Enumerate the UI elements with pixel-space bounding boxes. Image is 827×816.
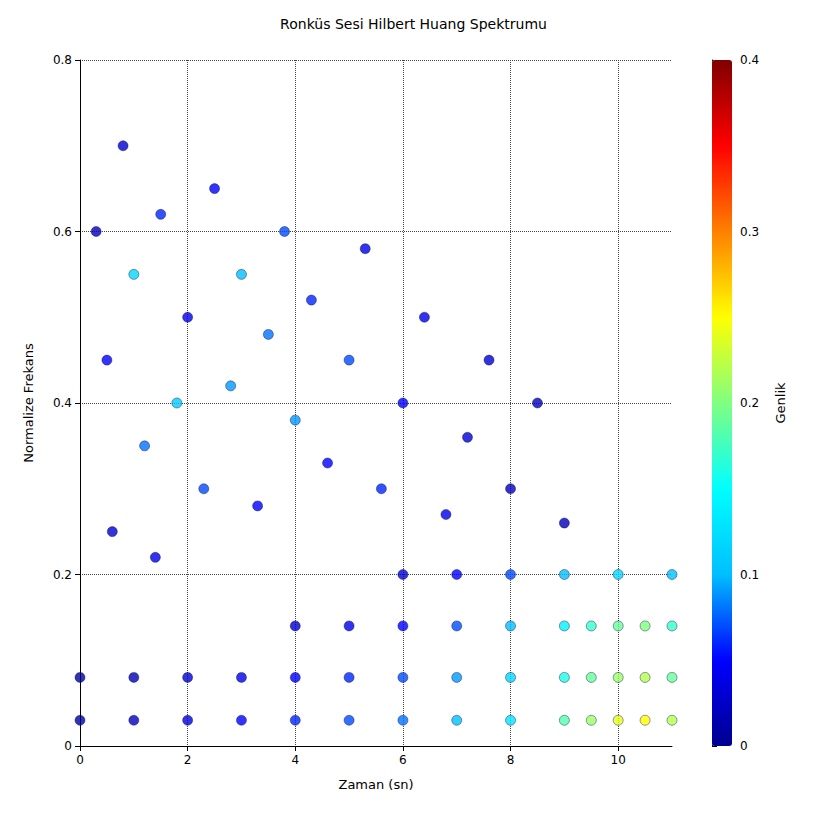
svg-text:0.3: 0.3 [740,225,759,239]
svg-text:0.2: 0.2 [53,568,72,582]
svg-text:2: 2 [184,753,192,767]
svg-text:0: 0 [76,753,84,767]
svg-text:10: 10 [611,753,626,767]
svg-text:Genlik: Genlik [773,382,788,424]
svg-text:Zaman (sn): Zaman (sn) [338,777,413,792]
svg-text:0.1: 0.1 [740,568,759,582]
svg-text:6: 6 [399,753,407,767]
svg-text:0.4: 0.4 [740,53,759,67]
svg-text:Normalize Frekans: Normalize Frekans [21,343,36,463]
svg-text:0.8: 0.8 [53,53,72,67]
svg-text:Ronküs Sesi Hilbert Huang Spek: Ronküs Sesi Hilbert Huang Spektrumu [280,16,547,32]
svg-text:0: 0 [740,739,748,753]
svg-text:0.6: 0.6 [53,225,72,239]
svg-text:4: 4 [291,753,299,767]
svg-text:0.2: 0.2 [740,396,759,410]
svg-text:0.4: 0.4 [53,396,72,410]
svg-text:0: 0 [64,739,72,753]
svg-text:8: 8 [507,753,515,767]
